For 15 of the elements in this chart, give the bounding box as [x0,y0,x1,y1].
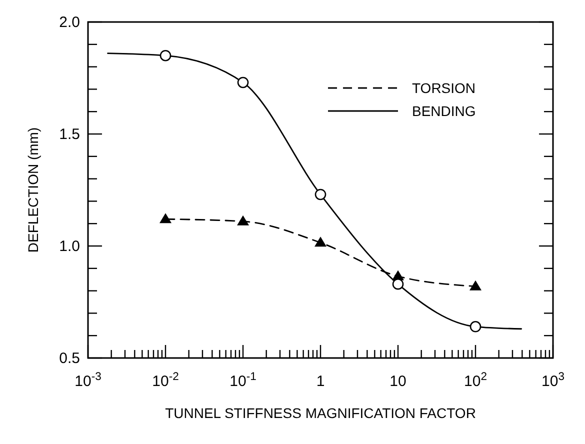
x-tick-label: 10$^{2}$ [464,371,487,390]
x-tick-label: 10$^{3}$ [542,371,564,390]
x-axis-title: TUNNEL STIFFNESS MAGNIFICATION FACTOR [165,405,476,421]
y-axis-title: DEFLECTION (mm) [25,127,41,253]
legend-label: BENDING [412,103,476,119]
y-tick-label: 0.5 [59,350,80,367]
legend-label: TORSION [412,80,476,96]
x-tick-label: 10$^{-3}$ [74,371,102,390]
y-tick-label: 1.0 [59,238,80,255]
y-tick-label: 1.5 [59,126,80,143]
x-tick-label: 10$^{-2}$ [152,371,179,390]
x-tick-label: 1 [316,373,325,390]
y-tick-label: 2.0 [59,14,80,31]
x-tick-label: 10 [390,373,406,390]
x-tick-label: 10$^{-1}$ [230,371,256,390]
